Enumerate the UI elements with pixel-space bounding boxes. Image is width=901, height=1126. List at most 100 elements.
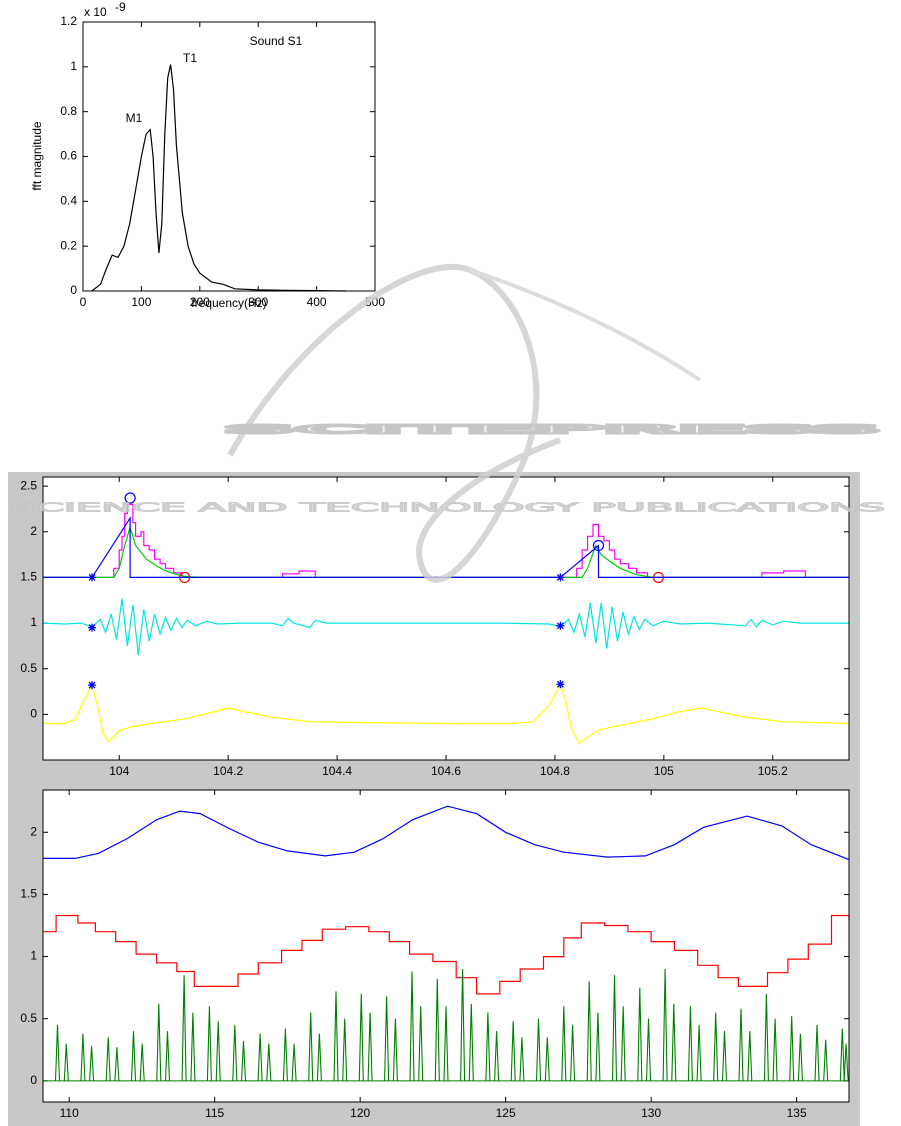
y-tick-label: 0.5 <box>20 1011 37 1025</box>
spike <box>342 1018 348 1081</box>
plot-area <box>83 22 375 291</box>
spike <box>823 1039 829 1081</box>
spike <box>797 1033 803 1081</box>
spike <box>63 1043 69 1081</box>
spike <box>358 993 364 1081</box>
spike <box>384 996 390 1081</box>
x-tick-label: 0 <box>80 295 87 309</box>
spike <box>257 1033 263 1081</box>
spike <box>181 975 187 1081</box>
y-tick-label: 0.4 <box>60 194 77 208</box>
series-line <box>43 516 849 578</box>
x-tick-label: 200 <box>190 295 210 309</box>
spike <box>114 1047 120 1081</box>
annotation: Sound S1 <box>250 34 303 48</box>
y-tick-label: 0.2 <box>60 238 77 252</box>
spike <box>468 1003 474 1081</box>
watermark-logo <box>227 263 562 583</box>
star-marker <box>556 621 565 630</box>
y-multiplier: x 10 <box>84 5 107 19</box>
spike <box>308 1012 314 1081</box>
star-marker <box>88 623 97 632</box>
spike <box>611 975 618 1081</box>
x-tick-label: 104.8 <box>540 764 570 778</box>
series-line <box>43 805 850 861</box>
y-tick-label: 0 <box>70 283 77 297</box>
spike <box>747 1031 753 1081</box>
spike <box>443 1006 449 1081</box>
circle-marker <box>124 492 136 504</box>
series-line <box>43 682 850 745</box>
y-tick-label: 0 <box>30 1073 37 1087</box>
spike <box>367 1012 373 1081</box>
annotation: M1 <box>126 111 143 125</box>
x-tick-label: 100 <box>131 295 151 309</box>
spike <box>535 1018 542 1081</box>
spike <box>232 1024 238 1081</box>
star-marker <box>88 681 97 690</box>
y-tick-label: 1 <box>70 59 77 73</box>
spike <box>282 1028 288 1081</box>
spike <box>586 981 592 1081</box>
y-tick-label: 1.5 <box>20 570 37 584</box>
spike <box>485 1012 491 1081</box>
x-tick-label: 125 <box>496 1106 516 1120</box>
spike <box>494 1031 500 1081</box>
plot-area <box>43 477 849 760</box>
series-steps <box>43 503 849 578</box>
circle-marker <box>652 571 664 584</box>
x-tick-label: 115 <box>205 1106 224 1120</box>
spike <box>763 993 769 1081</box>
x-tick-label: 104.2 <box>213 764 243 778</box>
spike <box>139 1043 145 1081</box>
spike <box>316 1033 322 1081</box>
spike <box>789 1016 795 1081</box>
spike <box>519 1037 525 1081</box>
circle-marker <box>592 539 605 552</box>
spike <box>772 1018 778 1081</box>
spike <box>291 1043 297 1081</box>
plot-area <box>43 790 849 1102</box>
spike <box>156 1003 162 1081</box>
spike <box>814 1024 820 1081</box>
y-tick-label: 0.5 <box>20 661 37 675</box>
y-tick-label: 1.2 <box>60 14 77 28</box>
spike <box>713 1012 719 1081</box>
y-tick-label: 0.6 <box>60 149 77 163</box>
y-tick-label: 2 <box>30 824 37 838</box>
y-tick-label: 0.8 <box>60 104 77 118</box>
series-steps <box>43 914 850 995</box>
y-tick-label: 2.5 <box>20 478 37 492</box>
x-tick-label: 110 <box>60 1106 79 1120</box>
y-tick-label: 0 <box>30 707 37 721</box>
spike <box>105 1037 111 1081</box>
plot-frame <box>42 789 850 1103</box>
spike <box>215 1021 221 1081</box>
y-tick-label: 1 <box>30 949 37 963</box>
spike <box>190 1012 196 1081</box>
x-tick-label: 104.6 <box>431 764 461 778</box>
spike <box>510 1021 516 1081</box>
spike <box>164 1031 171 1081</box>
x-tick-label: 105 <box>654 764 674 778</box>
spike <box>54 1024 61 1081</box>
spike <box>696 1024 702 1081</box>
spike <box>561 1006 567 1081</box>
x-tick-label: 135 <box>787 1106 807 1120</box>
watermark-logo <box>469 268 702 382</box>
spike <box>266 1043 272 1081</box>
x-tick-label: 105.2 <box>758 764 788 778</box>
spike <box>839 1028 845 1081</box>
watermark: SCITEPRESS SCIENCE AND TECHNOLOGY PUBLIC… <box>10 263 886 583</box>
y-tick-label: 1.5 <box>20 887 37 901</box>
spike <box>130 1031 137 1081</box>
spike <box>595 1012 601 1081</box>
spike <box>80 1033 86 1081</box>
plot-frame <box>82 21 376 292</box>
spike <box>637 987 643 1081</box>
x-tick-label: 300 <box>248 295 268 309</box>
spike <box>662 968 668 1081</box>
star-marker <box>556 680 565 689</box>
